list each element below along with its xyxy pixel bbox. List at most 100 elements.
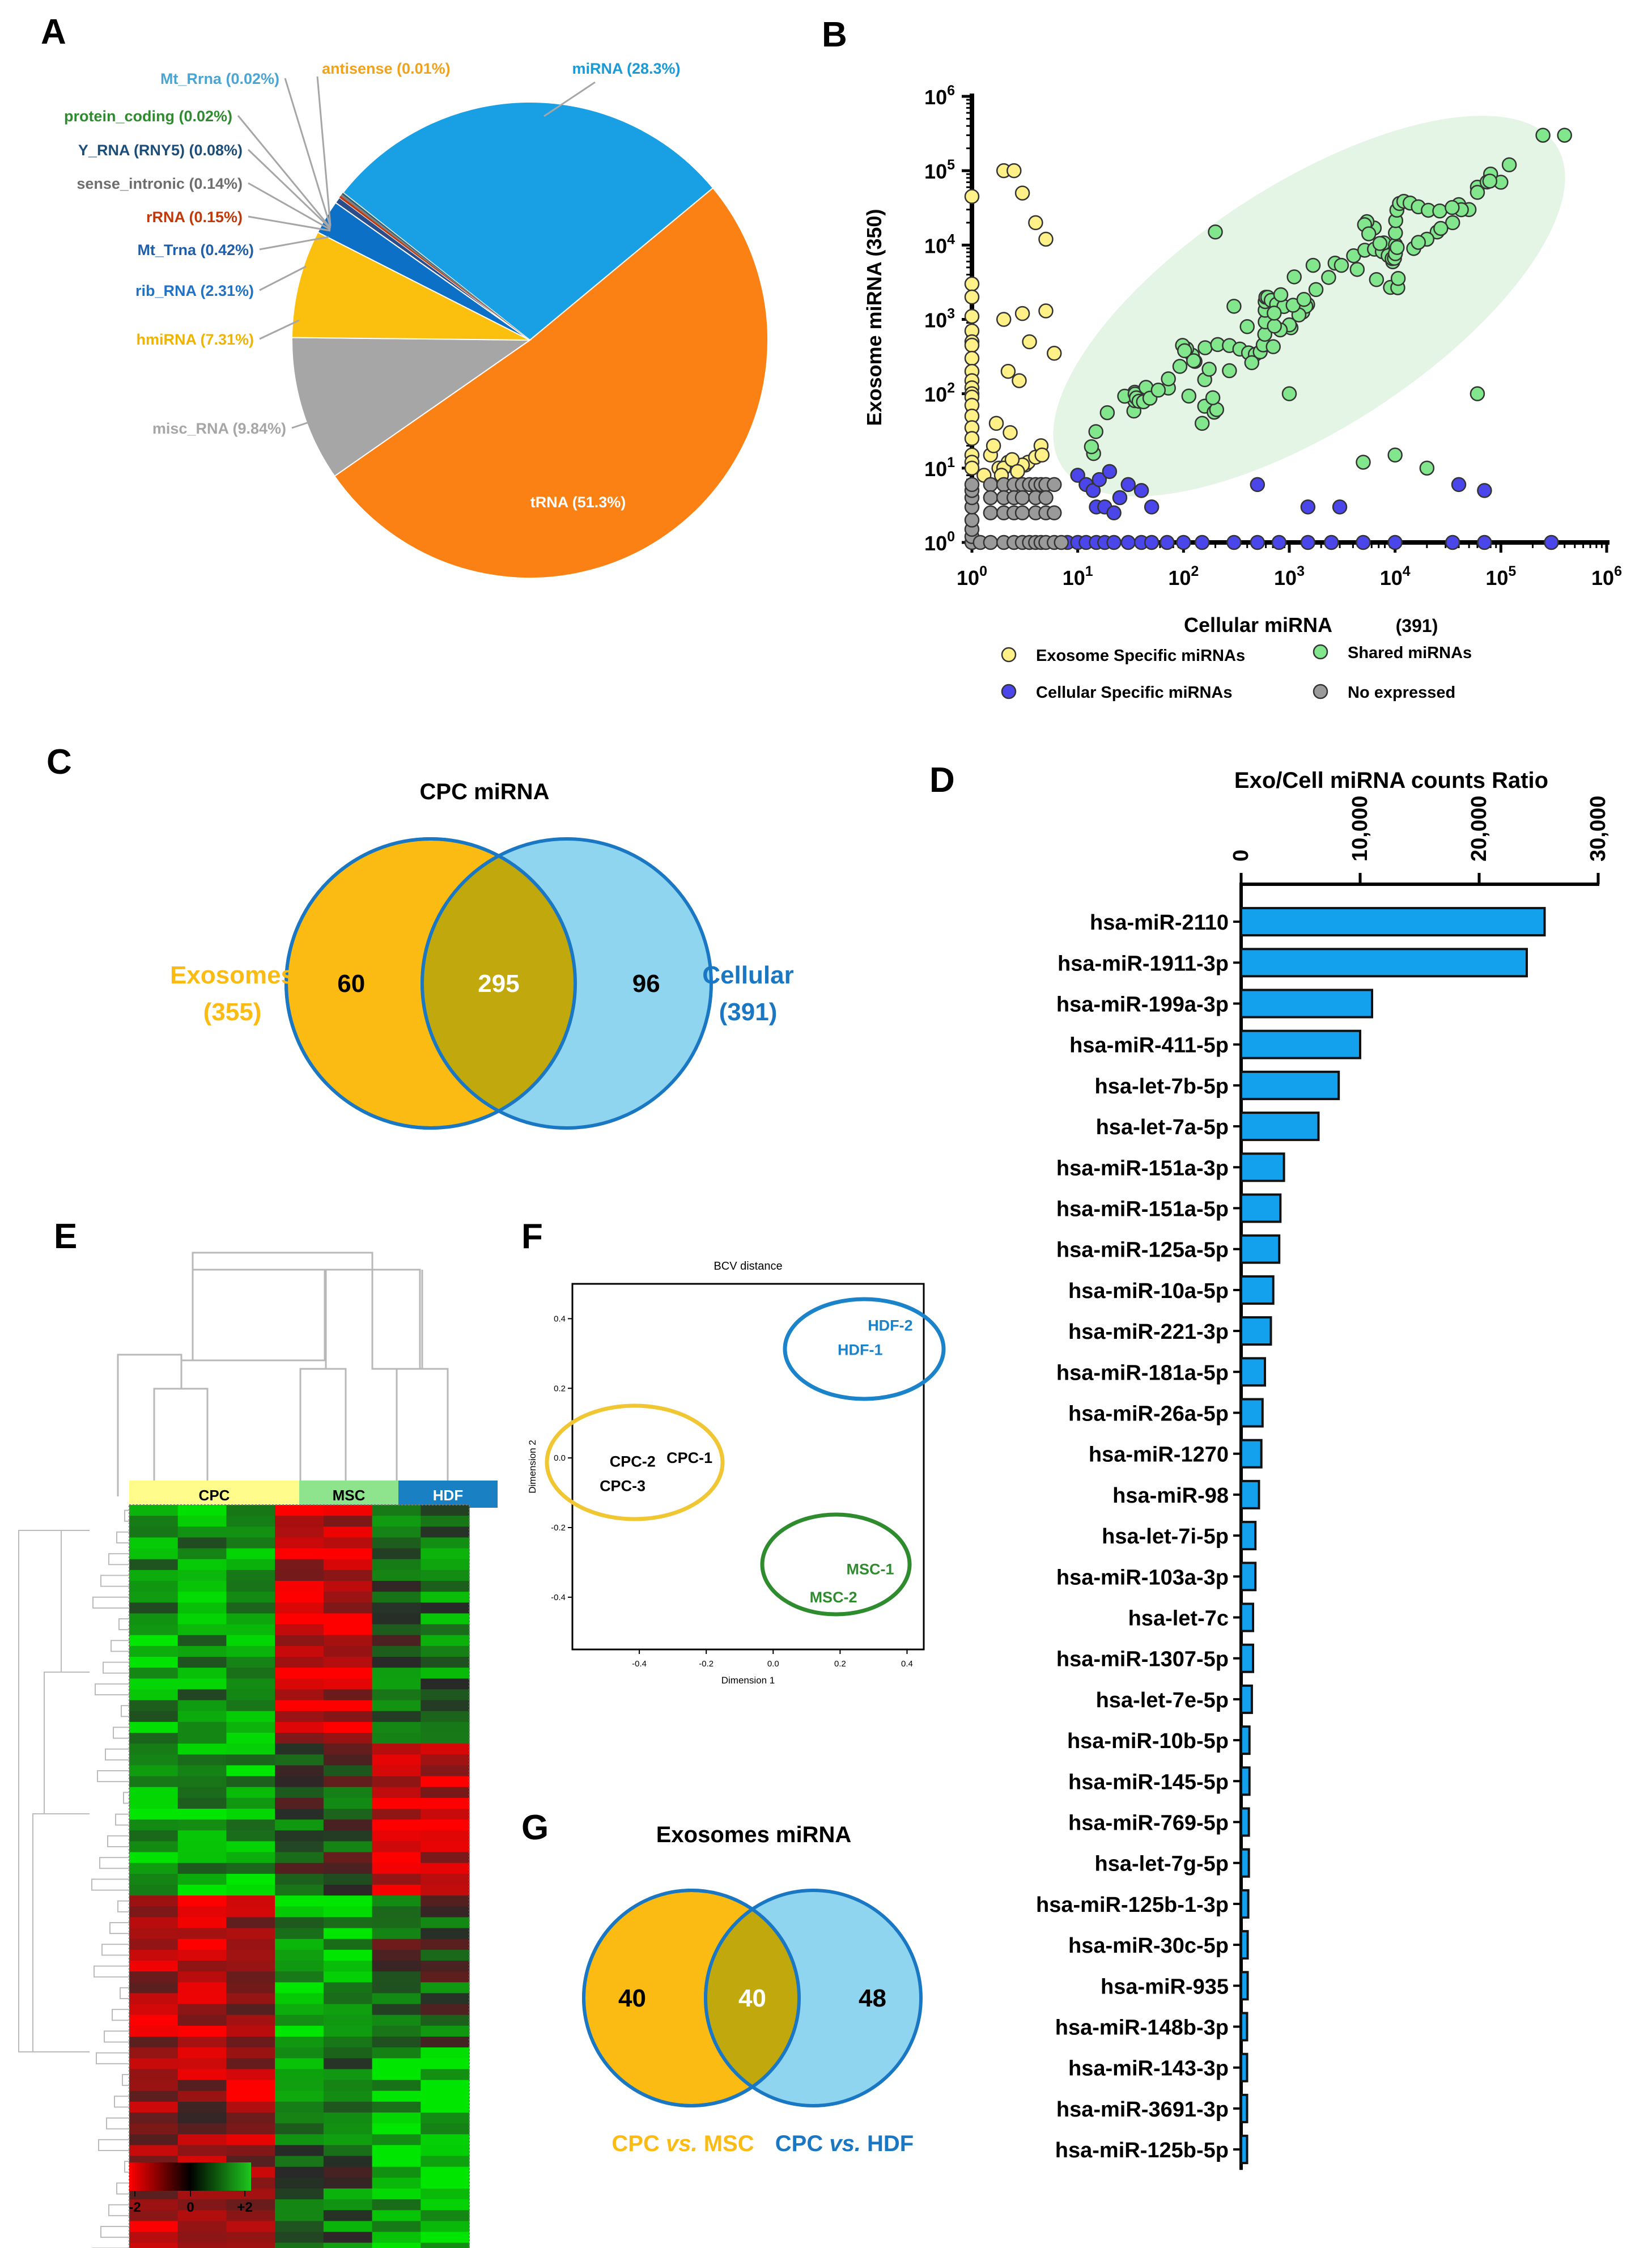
heatmap-cell <box>421 1689 470 1701</box>
heatmap-cell <box>129 1657 179 1668</box>
heatmap-cell <box>323 2047 373 2059</box>
row-dendrogram-branch <box>32 1813 90 2052</box>
bar-hsa-mir-26a-5p <box>1240 1398 1264 1428</box>
heatmap-cell <box>372 1787 421 1799</box>
point-shared-mirnas <box>1372 236 1388 251</box>
point-cellular-specific-mirnas <box>1160 535 1175 550</box>
point-exosome-specific-mirnas <box>1003 425 1018 440</box>
heatmap-cell <box>323 1657 373 1668</box>
legend-marker <box>1001 647 1017 663</box>
point-shared-mirnas <box>1388 225 1403 241</box>
row-dendrogram-branch <box>107 1835 129 1847</box>
heatmap-cell <box>275 2090 324 2102</box>
heatmap-cell <box>226 2014 275 2026</box>
heatmap-cell <box>226 1841 275 1853</box>
point-exosome-specific-mirnas <box>964 460 980 476</box>
heatmap-cell <box>226 1744 275 1755</box>
heatmap-cell <box>372 2058 421 2069</box>
heatmap-cell <box>129 2145 179 2157</box>
y-tick-label: 101 <box>924 455 955 481</box>
heatmap-cell <box>275 1548 324 1560</box>
row-dendrogram-branch <box>96 2052 129 2064</box>
heatmap-cell <box>129 2069 179 2081</box>
heatmap-cell <box>323 1819 373 1831</box>
bar-label-hsa-mir-221-3p: hsa-miR-221-3p <box>1068 1320 1229 1344</box>
row-dendrogram-branch <box>113 1727 129 1739</box>
heatmap-cell <box>421 1645 470 1657</box>
point-shared-mirnas <box>1084 439 1099 455</box>
heatmap-cell <box>372 1993 421 2005</box>
row-dendrogram-branch <box>100 2226 129 2238</box>
heatmap-cell <box>275 2177 324 2189</box>
heatmap-cell <box>275 1516 324 1527</box>
pie-leader-line <box>259 265 307 291</box>
pie-slice-mirna-28-3 <box>342 101 714 341</box>
heatmap-cell <box>421 2156 470 2168</box>
heatmap-cell <box>275 1733 324 1744</box>
heatmap-cell <box>323 2069 373 2081</box>
heatmap-cell <box>275 2232 324 2243</box>
bar-hsa-let-7b-5p <box>1240 1070 1340 1100</box>
heatmap-cell <box>226 2221 275 2233</box>
point-exosome-specific-mirnas <box>1028 215 1043 231</box>
heatmap-cell <box>275 1678 324 1690</box>
point-exosome-specific-mirnas <box>964 189 980 204</box>
heatmap-cell <box>129 1830 179 1842</box>
heatmap-cell <box>177 1635 227 1647</box>
row-dendrogram-branch <box>101 1944 129 1956</box>
bar-label-hsa-mir-3691-3p: hsa-miR-3691-3p <box>1056 2098 1229 2122</box>
heatmap-cell <box>177 2123 227 2135</box>
heatmap-cell <box>421 2199 470 2211</box>
heatmap-cell <box>226 2080 275 2092</box>
heatmap-cell <box>372 1733 421 1744</box>
mds-x-tick-label: -0.2 <box>699 1659 714 1669</box>
heatmap-cell <box>129 1863 179 1874</box>
point-shared-mirnas <box>1369 272 1385 287</box>
heatmap-cell <box>372 1765 421 1777</box>
heatmap-cell <box>421 1873 470 1885</box>
heatmap-cell <box>323 1765 373 1777</box>
heatmap-cell <box>226 1526 275 1538</box>
heatmap-cell <box>129 1516 179 1527</box>
bar-label-hsa-mir-181a-5p: hsa-miR-181a-5p <box>1056 1361 1229 1385</box>
heatmap-cell <box>421 1895 470 1907</box>
heatmap-cell <box>421 1668 470 1679</box>
heatmap-cell <box>421 2134 470 2145</box>
point-shared-mirnas <box>1445 215 1460 231</box>
point-cellular-specific-mirnas <box>1194 535 1210 550</box>
row-dendrogram-branch <box>100 1575 129 1587</box>
heatmap-cell <box>129 1668 179 1679</box>
heatmap-cell <box>421 2123 470 2135</box>
heatmap-cell <box>275 1830 324 1842</box>
bar-hsa-mir-10b-5p <box>1240 1725 1251 1755</box>
heatmap-cell <box>226 1852 275 1864</box>
x-tick-label: 104 <box>1380 563 1411 589</box>
heatmap-cell <box>323 2101 373 2113</box>
heatmap-cell <box>226 1505 275 1516</box>
heatmap-cell <box>421 2004 470 2016</box>
hdf-cluster-ellipse <box>783 1297 946 1401</box>
heatmap-cell <box>129 1765 179 1777</box>
heatmap-cell <box>129 1689 179 1701</box>
pie-label-mirna-28-3: miRNA (28.3%) <box>572 60 680 77</box>
bar-hsa-mir-10a-5p <box>1240 1275 1275 1305</box>
point-shared-mirnas <box>1305 257 1321 273</box>
heatmap-cell <box>275 1645 324 1657</box>
heatmap-cell <box>421 1657 470 1668</box>
bar-hsa-mir-769-5p <box>1240 1807 1250 1837</box>
heatmap-cell <box>129 2113 179 2124</box>
bar-label-hsa-mir-98: hsa-miR-98 <box>1112 1484 1229 1508</box>
heatmap-cell <box>275 1744 324 1755</box>
heatmap-group-cpc <box>129 1481 299 1508</box>
pie-leader-line <box>247 149 332 230</box>
dendrogram-branch <box>396 1368 449 1496</box>
x-tick-label: 100 <box>957 563 987 589</box>
x-tick-label: 102 <box>1168 563 1199 589</box>
heatmap-cell <box>323 1570 373 1581</box>
heatmap-cell <box>177 2145 227 2157</box>
bar-label-hsa-mir-145-5p: hsa-miR-145-5p <box>1068 1770 1229 1794</box>
heatmap-cell <box>275 1787 324 1799</box>
heatmap-cell <box>177 2025 227 2037</box>
point-no-expressed <box>1047 505 1062 521</box>
heatmap-cell <box>177 1689 227 1701</box>
